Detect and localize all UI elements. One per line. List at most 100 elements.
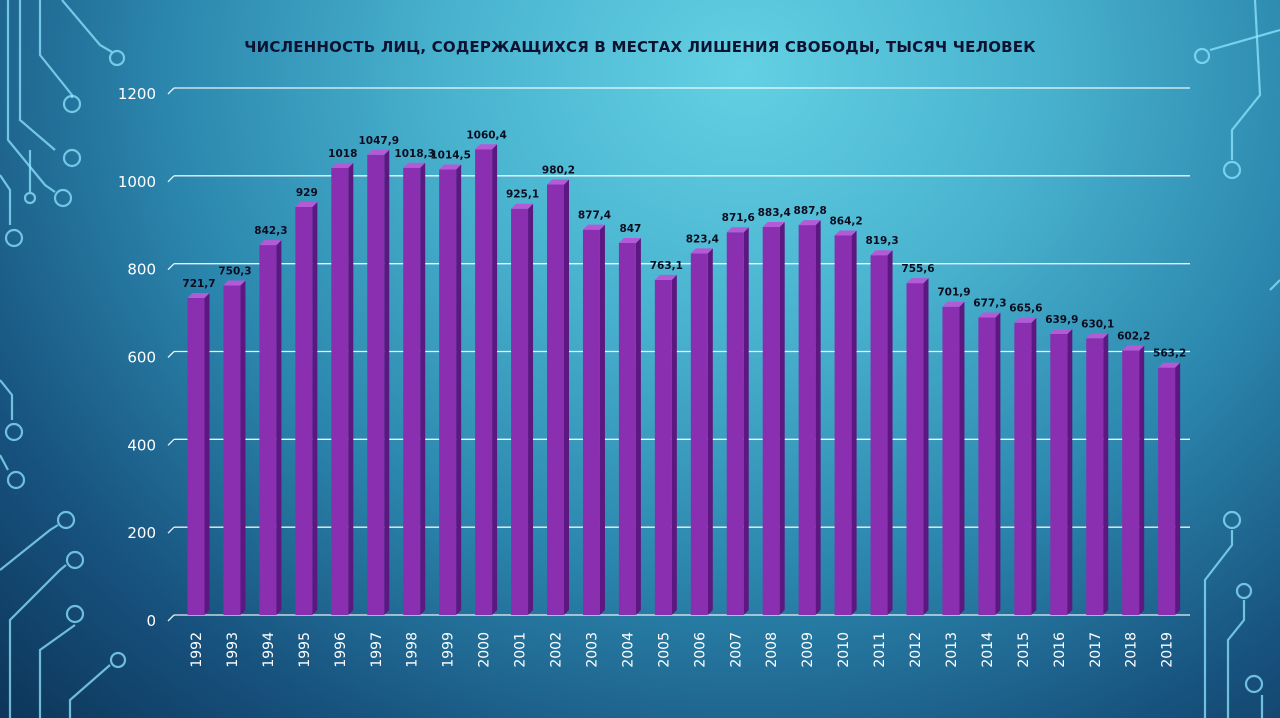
bar-top [798,220,821,226]
bar-front [475,149,493,615]
bar-front [942,306,960,615]
gridline-tick [167,614,175,622]
bar-top [1086,333,1109,339]
data-label: 883,4 [758,207,791,219]
bar [726,227,749,615]
bar [1050,328,1073,615]
gridline-tick [167,526,175,534]
bar [439,164,462,615]
x-tick-label: 1993 [225,632,241,668]
data-label: 877,4 [578,210,611,222]
y-axis-ticks: 0 200 400 600 800 1000 1200 [118,85,156,630]
bar-front [439,169,457,615]
bar-side [779,222,785,615]
bar [618,238,641,616]
x-tick-label: 2011 [872,632,888,668]
data-label: 847 [619,223,641,235]
gridline-tick [167,175,175,183]
bar-top [942,301,965,307]
data-label: 665,6 [1009,303,1042,315]
bar-top [762,222,785,228]
x-tick-label: 1996 [333,632,349,668]
bar [547,179,569,615]
bar-side [492,144,498,615]
bar-side [204,293,210,615]
bar [367,149,390,616]
bar-top [834,230,857,236]
data-label: 842,3 [254,225,287,237]
gridline-tick [167,87,175,95]
bar-side [707,248,713,615]
bar [582,224,605,615]
bar-front [1014,322,1032,615]
x-tick-label: 2017 [1088,632,1104,668]
data-label: 755,6 [901,263,934,275]
x-tick-label: 1998 [405,632,421,668]
bar-top [1122,345,1145,351]
bar-front [223,285,241,615]
bar-side [1103,333,1109,615]
gridline-tick [167,351,175,358]
data-label: 630,1 [1081,318,1114,330]
bar [798,220,821,615]
chart-title: ЧИСЛЕННОСТЬ ЛИЦ, СОДЕРЖАЩИХСЯ В МЕСТАХ Л… [244,38,1036,56]
data-label: 871,6 [722,212,755,224]
bar-front [295,207,313,615]
y-tick-label: 200 [127,524,156,542]
bars [187,144,1181,616]
bar-front [1122,350,1140,615]
y-tick-label: 1000 [118,173,156,191]
data-label: 1018 [328,148,357,160]
bar-side [420,162,426,616]
x-tick-label: 2015 [1016,632,1032,668]
data-label: 701,9 [937,287,970,299]
x-tick-label: 2006 [692,632,708,668]
bar-side [564,179,569,615]
bar-front [726,232,744,615]
gridline-tick [167,263,175,271]
data-label: 887,8 [794,205,827,217]
bar-front [906,283,924,615]
bar-side [995,312,1001,615]
bar-top [978,312,1001,318]
x-tick-label: 2001 [513,632,529,668]
bar-side [312,202,318,615]
bar-side [815,220,821,615]
data-label: 823,4 [686,233,719,245]
x-tick-label: 2014 [980,632,996,668]
bar-side [456,164,462,615]
bar-top [582,224,605,230]
data-label: 819,3 [865,235,898,247]
bar-front [511,208,529,615]
bar-top [259,240,282,246]
data-label: 1018,3 [394,148,435,160]
data-label: 980,2 [542,165,575,177]
x-tick-label: 2002 [549,632,565,668]
bar-top [367,149,390,155]
bar-front [1158,367,1176,615]
x-tick-label: 2013 [944,632,960,668]
x-tick-label: 2005 [656,632,672,668]
bar [978,312,1001,615]
bar-front [331,167,349,615]
y-tick-label: 600 [127,349,156,367]
bar-side [671,274,677,615]
bar [1158,362,1181,615]
bar-front [547,184,564,615]
bar-front [690,253,708,615]
gridline-tick [167,438,175,446]
data-label: 750,3 [218,265,251,277]
bar [475,144,498,615]
y-tick-label: 800 [127,261,156,279]
data-label: 1047,9 [358,135,399,147]
bar-side [240,280,246,615]
bar-front [762,227,780,615]
bar [511,203,534,615]
x-tick-label: 2009 [800,632,816,668]
data-label: 563,2 [1153,348,1186,360]
bar-side [887,250,893,616]
x-tick-label: 2018 [1124,632,1140,668]
data-label: 864,2 [829,215,862,227]
y-tick-label: 0 [146,612,156,630]
